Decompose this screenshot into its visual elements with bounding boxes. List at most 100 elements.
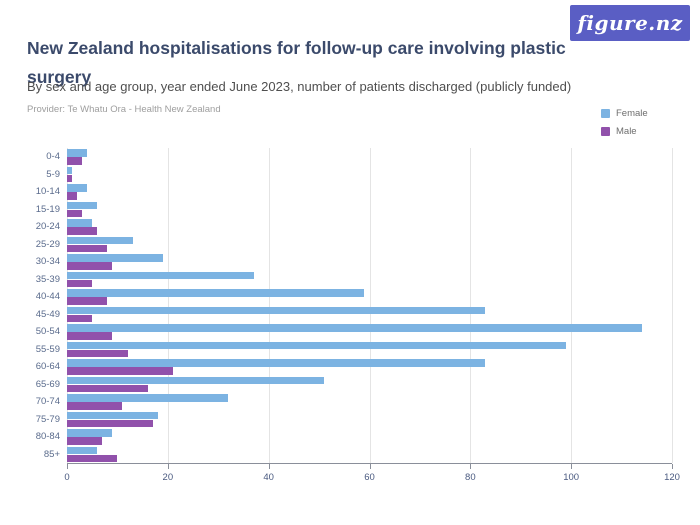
bar-male-25-29 — [67, 244, 108, 253]
bar-female-5-9 — [67, 166, 73, 175]
age-group-label: 40-44 — [35, 291, 60, 303]
bar-group-15-19 — [67, 201, 672, 219]
figure-nz-logo[interactable]: figure.nz — [570, 5, 690, 41]
bar-group-35-39 — [67, 271, 672, 289]
x-axis-tick-20 — [167, 464, 169, 469]
bar-group-80-84 — [67, 428, 672, 446]
gridline-100 — [571, 148, 573, 463]
bar-rows — [67, 148, 672, 463]
bar-group-85+ — [67, 446, 672, 464]
x-axis-tick-40 — [268, 464, 270, 469]
bar-group-60-64 — [67, 358, 672, 376]
bar-male-20-24 — [67, 227, 98, 235]
age-group-label: 50-54 — [35, 326, 60, 338]
x-axis-tick-label-20: 20 — [162, 472, 174, 483]
legend: Female Male — [601, 108, 648, 137]
bar-male-75-79 — [67, 419, 153, 428]
age-group-label: 80-84 — [35, 431, 60, 443]
x-axis-tick-label-40: 40 — [263, 472, 274, 483]
age-group-label: 30-34 — [35, 256, 60, 268]
bar-female-60-64 — [67, 359, 486, 367]
legend-swatch-female — [601, 109, 610, 118]
bar-female-45-49 — [67, 306, 486, 315]
bar-male-40-44 — [67, 297, 108, 305]
bar-male-60-64 — [67, 367, 173, 375]
bar-male-85+ — [67, 454, 118, 463]
page-title: New Zealand hospitalisations for follow-… — [27, 37, 566, 87]
bar-group-65-69 — [67, 376, 672, 394]
bar-female-40-44 — [67, 289, 365, 297]
age-group-label: 60-64 — [35, 361, 60, 373]
bar-male-5-9 — [67, 174, 73, 183]
gridline-120 — [672, 148, 673, 463]
bar-female-70-74 — [67, 394, 229, 402]
gridline-0 — [67, 148, 68, 463]
x-axis-tick-label-0: 0 — [64, 472, 70, 483]
bar-male-45-49 — [67, 314, 93, 323]
age-group-label: 10-14 — [35, 186, 60, 198]
age-group-label: 15-19 — [35, 203, 60, 215]
bar-male-35-39 — [67, 279, 93, 288]
age-group-label: 85+ — [43, 448, 60, 460]
bar-group-50-54 — [67, 323, 672, 341]
bar-female-80-84 — [67, 429, 113, 437]
x-axis-tick-0 — [67, 464, 68, 469]
age-group-label: 20-24 — [35, 221, 60, 233]
bar-group-40-44 — [67, 288, 672, 306]
bar-male-80-84 — [67, 437, 103, 445]
bar-group-10-14 — [67, 183, 672, 201]
chart-subtitle: By sex and age group, year ended June 20… — [27, 79, 572, 94]
bar-group-20-24 — [67, 218, 672, 236]
bar-female-50-54 — [67, 324, 642, 332]
age-group-label: 35-39 — [35, 273, 60, 285]
x-axis-tick-label-100: 100 — [563, 472, 580, 483]
bar-male-15-19 — [67, 209, 83, 218]
bar-female-10-14 — [67, 184, 88, 192]
x-axis: 0 20 40 60 80 100 120 — [64, 463, 680, 494]
bar-male-70-74 — [67, 402, 123, 410]
bar-group-25-29 — [67, 236, 672, 254]
bar-male-50-54 — [67, 332, 113, 340]
bar-female-65-69 — [67, 376, 325, 385]
bar-group-55-59 — [67, 341, 672, 359]
bar-female-85+ — [67, 446, 98, 455]
bar-group-70-74 — [67, 393, 672, 411]
bar-group-45-49 — [67, 306, 672, 324]
bar-female-30-34 — [67, 254, 163, 262]
bar-female-55-59 — [67, 341, 567, 350]
bar-group-75-79 — [67, 411, 672, 429]
gridline-40 — [268, 148, 270, 463]
bar-female-15-19 — [67, 201, 98, 210]
legend-item-male[interactable]: Male — [601, 126, 648, 137]
bar-group-5-9 — [67, 166, 672, 184]
age-group-label: 45-49 — [35, 308, 60, 320]
y-axis-labels: 0-4 5-9 10-14 15-19 20-24 25-29 30-34 35-39 40-4… — [0, 148, 60, 463]
age-group-label: 55-59 — [35, 343, 60, 355]
bar-male-55-59 — [67, 349, 128, 358]
age-group-label: 25-29 — [35, 238, 60, 250]
provider-attribution: Provider: Te Whatu Ora - Health New Zeal… — [27, 104, 221, 115]
gridline-20 — [167, 148, 169, 463]
legend-item-female[interactable]: Female — [601, 108, 648, 119]
plot-area — [67, 148, 673, 463]
legend-label: Male — [616, 126, 637, 137]
x-axis-tick-label-120: 120 — [664, 472, 680, 483]
bar-female-35-39 — [67, 271, 254, 280]
bar-female-0-4 — [67, 149, 88, 157]
age-group-label: 65-69 — [35, 378, 60, 390]
bar-female-25-29 — [67, 236, 133, 245]
bar-male-30-34 — [67, 262, 113, 270]
x-axis-tick-100 — [571, 464, 573, 469]
bar-male-0-4 — [67, 157, 83, 165]
x-axis-tick-60 — [369, 464, 371, 469]
age-group-label: 5-9 — [46, 168, 60, 180]
gridline-60 — [369, 148, 371, 463]
age-group-label: 75-79 — [35, 413, 60, 425]
x-axis-tick-80 — [470, 464, 472, 469]
bar-male-65-69 — [67, 384, 148, 393]
bar-male-10-14 — [67, 192, 78, 200]
bar-group-30-34 — [67, 253, 672, 271]
x-axis-tick-120 — [672, 464, 673, 469]
age-group-label: 0-4 — [46, 151, 60, 163]
bar-group-0-4 — [67, 148, 672, 166]
